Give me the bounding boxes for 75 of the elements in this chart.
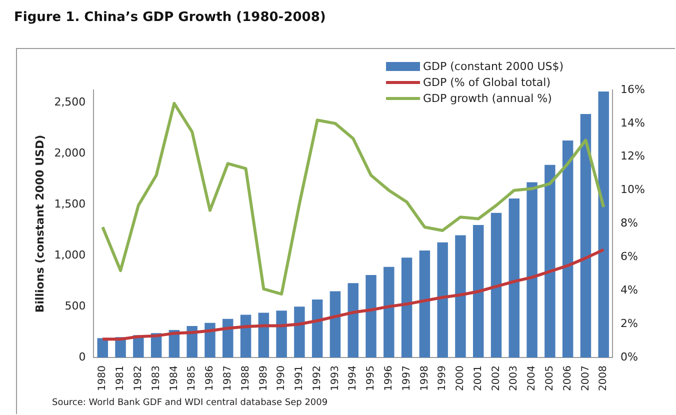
x-tick-label: 1991 [294, 366, 306, 392]
bar [490, 212, 502, 358]
x-tick-label: 1995 [366, 366, 377, 392]
x-tick-label: 1996 [384, 366, 394, 392]
source-note: Source: World Bank GDF and WDI central database Sep 2009 [52, 398, 328, 408]
bar [401, 258, 412, 358]
x-tick-label: 1999 [437, 366, 448, 392]
bar [508, 198, 520, 358]
bar [348, 283, 358, 358]
chart-title: Figure 1. China’s GDP Growth (1980-2008) [14, 10, 326, 25]
bar [580, 114, 592, 358]
x-tick-label: 1982 [133, 366, 144, 392]
bar [366, 274, 376, 358]
x-tick-label: 1987 [222, 366, 234, 392]
legend-label: GDP (% of Global total) [423, 76, 550, 88]
bar [97, 338, 108, 358]
bar [598, 92, 609, 358]
x-tick-label: 1989 [258, 366, 270, 392]
x-tick-label: 1980 [97, 366, 108, 392]
bar [276, 310, 287, 358]
x-tick-label: 2002 [490, 366, 502, 392]
x-tick-label: 1990 [276, 366, 288, 392]
bar [384, 266, 394, 358]
y2-tick-label: 6% [620, 250, 638, 264]
y2-tick-label: 16% [620, 82, 646, 96]
x-tick-label: 1981 [115, 366, 126, 392]
x-tick-label: 2000 [455, 366, 466, 392]
y-tick-label: 0 [78, 350, 86, 364]
x-tick-label: 1994 [348, 366, 359, 392]
y2-tick-label: 12% [620, 150, 646, 163]
x-tick-label: 1984 [168, 366, 180, 392]
bar [240, 314, 252, 358]
y2-tick-label: 8% [620, 216, 638, 230]
bar [186, 326, 198, 358]
x-tick-label: 1986 [204, 366, 216, 392]
y-tick-label: 1,000 [54, 248, 86, 262]
y2-tick-label: 4% [620, 284, 638, 297]
bar [544, 164, 556, 358]
x-tick-label: 1997 [401, 366, 412, 392]
bar [312, 299, 323, 358]
bar [222, 318, 234, 358]
bar [294, 306, 305, 358]
y-tick-label: 1,500 [54, 198, 86, 211]
x-tick-label: 2003 [508, 366, 520, 392]
x-tick-label: 1983 [150, 366, 162, 392]
legend-label: GDP growth (annual %) [423, 92, 552, 104]
bar [419, 250, 430, 358]
y2-tick-label: 2% [620, 316, 638, 330]
legend-label: GDP (constant 2000 US$) [423, 60, 564, 72]
x-tick-label: 2007 [580, 366, 592, 392]
bar [472, 225, 484, 358]
x-tick-label: 2008 [598, 366, 610, 392]
x-tick-label: 2001 [472, 366, 484, 392]
y-tick-label: 2,000 [54, 146, 86, 160]
x-tick-label: 1993 [330, 366, 341, 392]
x-tick-label: 1988 [240, 366, 252, 392]
x-tick-label: 2006 [562, 366, 574, 392]
bar [330, 291, 341, 358]
y-tick-label: 2,500 [54, 96, 86, 109]
bar [204, 322, 216, 358]
x-tick-label: 2004 [526, 366, 538, 392]
x-tick-label: 1985 [186, 366, 198, 392]
bar [455, 235, 466, 358]
x-tick-label: 2005 [544, 366, 556, 392]
x-tick-label: 1998 [419, 366, 430, 392]
bar [562, 140, 574, 358]
bar [258, 312, 270, 358]
y2-tick-label: 14% [620, 116, 646, 130]
x-tick-label: 1992 [312, 366, 323, 392]
bar [526, 182, 538, 358]
bar [437, 242, 448, 358]
y2-tick-label: 0% [620, 350, 638, 364]
y-tick-label: 500 [64, 299, 86, 312]
y2-tick-label: 10% [620, 183, 646, 196]
y-axis-title: Billions (constant 2000 USD) [33, 134, 46, 313]
